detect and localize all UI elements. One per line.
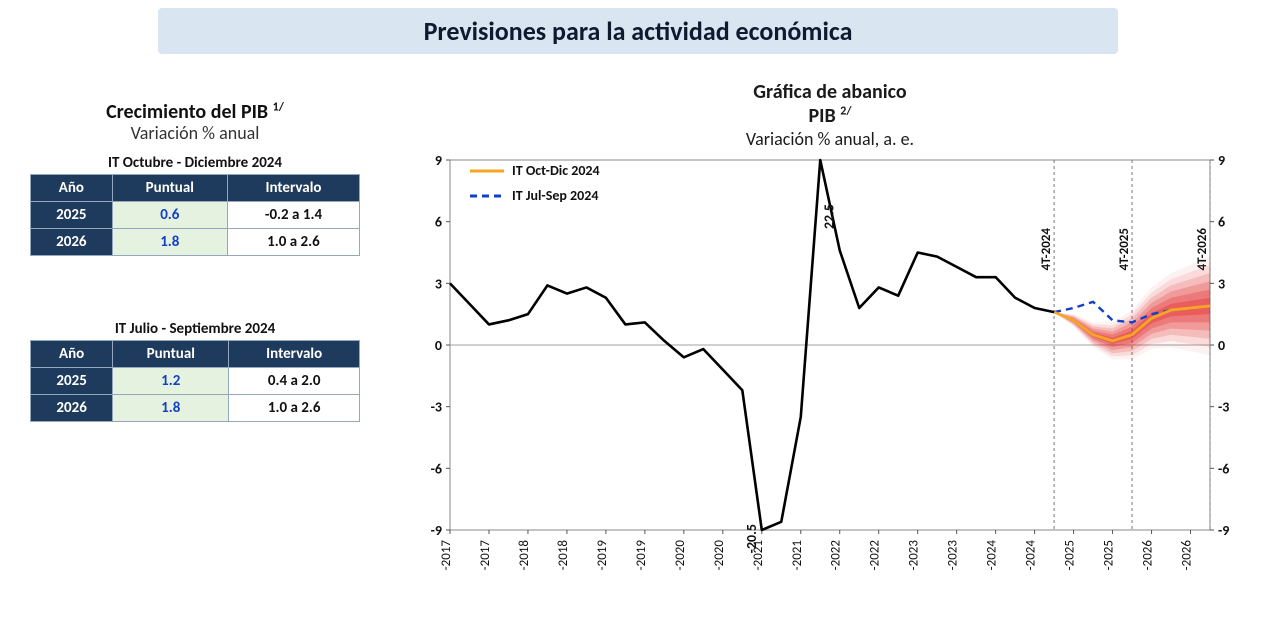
svg-text:-2025: -2025 — [1102, 540, 1117, 570]
legend-swatch-icon — [470, 190, 504, 202]
legend-label: IT Oct-Dic 2024 — [512, 162, 600, 179]
table-cell: 1.0 a 2.6 — [229, 395, 360, 422]
svg-text:-2020: -2020 — [673, 540, 688, 571]
table-header: Año — [31, 175, 113, 202]
svg-text:-2020: -2020 — [712, 540, 727, 571]
chart-title-3: Variación % anual, a. e. — [410, 128, 1250, 150]
table-header: Intervalo — [227, 175, 359, 202]
gdp-growth-heading: Crecimiento del PIB 1/ — [30, 100, 360, 124]
table-row: 20251.20.4 a 2.0 — [31, 368, 360, 395]
svg-text:22.5: 22.5 — [821, 204, 838, 229]
svg-text:9: 9 — [1218, 152, 1225, 169]
forecast-table-jul-sep: IT Julio - Septiembre 2024 AñoPuntualInt… — [30, 320, 360, 422]
svg-text:0: 0 — [1218, 337, 1225, 354]
svg-text:-2024: -2024 — [985, 540, 1000, 571]
svg-text:4T-2025: 4T-2025 — [1117, 228, 1132, 270]
svg-text:-6: -6 — [1218, 460, 1229, 477]
forecast-table: AñoPuntualIntervalo20250.6-0.2 a 1.42026… — [30, 174, 360, 256]
svg-text:4T-2024: 4T-2024 — [1039, 228, 1054, 271]
table-cell: 1.2 — [113, 368, 229, 395]
svg-text:-2026: -2026 — [1141, 540, 1156, 571]
table-cell: 2026 — [31, 395, 113, 422]
legend-swatch-icon — [470, 165, 504, 177]
fan-chart-area: Gráfica de abanico PIB 2/ Variación % an… — [410, 80, 1250, 620]
table-cell: 2025 — [31, 202, 113, 229]
svg-text:-2022: -2022 — [829, 540, 844, 571]
svg-text:-2018: -2018 — [517, 540, 532, 571]
table-header: Año — [31, 341, 113, 368]
forecast-table-oct-dic: IT Octubre - Diciembre 2024 AñoPuntualIn… — [30, 154, 360, 256]
table-caption-b: IT Julio - Septiembre 2024 — [30, 320, 360, 338]
svg-text:-20.5: -20.5 — [743, 524, 760, 553]
svg-text:-9: -9 — [431, 522, 442, 539]
chart-title-2: PIB 2/ — [410, 104, 1250, 128]
svg-text:-3: -3 — [431, 399, 442, 416]
table-cell: 1.8 — [113, 395, 229, 422]
svg-text:-2023: -2023 — [907, 540, 922, 571]
svg-text:-3: -3 — [1218, 399, 1229, 416]
svg-text:-2019: -2019 — [595, 540, 610, 571]
svg-text:-2022: -2022 — [868, 540, 883, 571]
svg-text:-2023: -2023 — [946, 540, 961, 571]
svg-text:-2017: -2017 — [439, 540, 454, 571]
chart-title-1: Gráfica de abanico — [410, 80, 1250, 104]
svg-text:-2024: -2024 — [1024, 540, 1039, 571]
legend-item: IT Oct-Dic 2024 — [470, 162, 600, 179]
table-cell: 1.8 — [112, 229, 227, 256]
table-row: 20261.81.0 a 2.6 — [31, 395, 360, 422]
svg-text:-2025: -2025 — [1063, 540, 1078, 570]
left-column: Crecimiento del PIB 1/ Variación % anual… — [30, 100, 360, 422]
svg-text:-2026: -2026 — [1180, 540, 1195, 571]
forecast-table: AñoPuntualIntervalo20251.20.4 a 2.020261… — [30, 340, 360, 422]
svg-text:-2021: -2021 — [790, 540, 805, 570]
table-header: Intervalo — [229, 341, 360, 368]
title-bar: Previsiones para la actividad económica — [158, 8, 1118, 54]
table-row: 20250.6-0.2 a 1.4 — [31, 202, 360, 229]
legend-label: IT Jul-Sep 2024 — [512, 187, 598, 204]
table-cell: 2025 — [31, 368, 113, 395]
svg-text:-6: -6 — [431, 460, 442, 477]
svg-text:3: 3 — [1218, 275, 1225, 292]
table-cell: 1.0 a 2.6 — [227, 229, 359, 256]
table-cell: -0.2 a 1.4 — [227, 202, 359, 229]
svg-text:6: 6 — [435, 214, 442, 231]
chart-legend: IT Oct-Dic 2024 IT Jul-Sep 2024 — [470, 162, 600, 212]
table-cell: 2026 — [31, 229, 113, 256]
svg-text:-2017: -2017 — [478, 540, 493, 571]
svg-text:-2018: -2018 — [556, 540, 571, 571]
svg-text:3: 3 — [435, 275, 442, 292]
legend-item: IT Jul-Sep 2024 — [470, 187, 600, 204]
table-row: 20261.81.0 a 2.6 — [31, 229, 360, 256]
gdp-growth-subtitle: Variación % anual — [30, 122, 360, 144]
svg-text:-2019: -2019 — [634, 540, 649, 571]
table-header: Puntual — [112, 175, 227, 202]
table-cell: 0.4 a 2.0 — [229, 368, 360, 395]
fan-chart-svg: -9 -9 -6 -6 -3 -3 0 0 3 3 6 6 9 9 -2017 -2017 -2018 -2018… — [410, 150, 1250, 600]
svg-text:-9: -9 — [1218, 522, 1229, 539]
table-caption-a: IT Octubre - Diciembre 2024 — [30, 154, 360, 172]
svg-text:6: 6 — [1218, 214, 1225, 231]
svg-text:9: 9 — [435, 152, 442, 169]
page-title: Previsiones para la actividad económica — [424, 15, 853, 47]
svg-text:0: 0 — [435, 337, 442, 354]
table-header: Puntual — [113, 341, 229, 368]
table-cell: 0.6 — [112, 202, 227, 229]
